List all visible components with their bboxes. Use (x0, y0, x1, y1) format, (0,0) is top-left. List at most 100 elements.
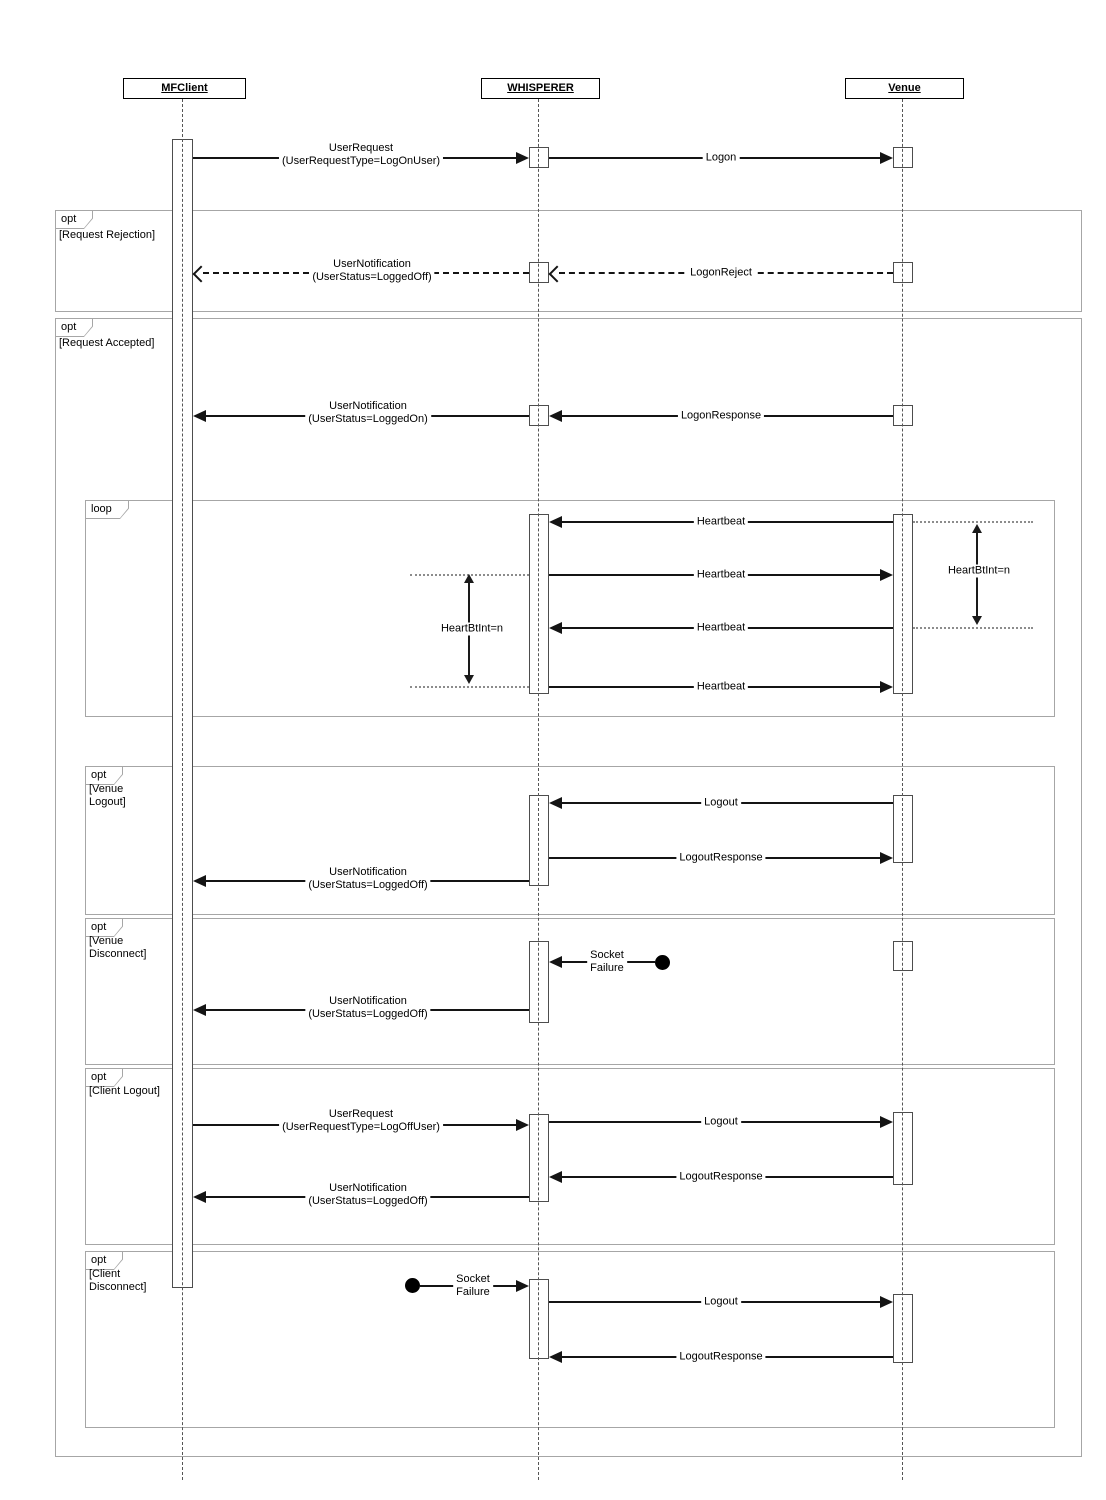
interval-dotted-line (410, 686, 529, 688)
arrowhead (516, 1119, 529, 1131)
message-label-line: UserNotification (329, 400, 407, 412)
participant-venue: Venue (845, 78, 964, 99)
message-label-line: (UserStatus=LoggedOff) (308, 1195, 428, 1207)
fragment-tab-opt-4: opt (85, 918, 123, 937)
activation-whisperer-venue-disconnect (529, 941, 549, 1023)
message-label-line: (UserStatus=LoggedOn) (308, 413, 428, 425)
arrowhead (549, 516, 562, 528)
condition-client-logout: [Client Logout] (89, 1085, 160, 1097)
arrowhead (880, 1116, 893, 1128)
fragment-tab-text: opt (56, 319, 92, 336)
condition-line: Disconnect] (89, 1281, 147, 1293)
message-label-line: UserRequest (328, 142, 394, 154)
message-label-client-disconnect-logout: Logout (701, 1295, 741, 1309)
message-label-line: (UserStatus=LoggedOff) (312, 271, 432, 283)
arrowhead (549, 956, 562, 968)
interval-label-left: HeartBtInt=n (437, 622, 507, 636)
participant-whisperer: WHISPERER (481, 78, 600, 99)
message-label-user-request-logon: UserRequest (UserRequestType=LogOnUser) (278, 142, 444, 168)
lifeline-whisperer (538, 99, 539, 1480)
arrowhead (193, 1191, 206, 1203)
fragment-tab-text: loop (86, 501, 128, 518)
fragment-tab-opt-3: opt (85, 766, 123, 785)
interval-dotted-line (913, 521, 1033, 523)
message-label-line: UserNotification (329, 1182, 407, 1194)
message-label-logon-reject: LogonReject (687, 266, 755, 280)
fragment-tab-text: opt (86, 767, 122, 784)
condition-request-accepted: [Request Accepted] (59, 337, 155, 349)
fragment-tab-opt-2: opt (55, 318, 93, 337)
activation-venue-logon (893, 147, 913, 168)
message-label-line: UserNotification (329, 866, 407, 878)
arrowhead (549, 797, 562, 809)
arrowhead (193, 1004, 206, 1016)
activation-venue-client-logout (893, 1112, 913, 1185)
message-label-line: (UserRequestType=LogOffUser) (282, 1121, 440, 1133)
fragment-tab-loop: loop (85, 500, 129, 519)
message-label-line: (UserRequestType=LogOnUser) (281, 155, 441, 167)
activation-venue-client-disconnect (893, 1294, 913, 1363)
activation-whisperer-loop (529, 514, 549, 694)
lifeline-mfclient (182, 99, 183, 1480)
fragment-tab-text: opt (86, 1069, 122, 1086)
message-label-line: (UserStatus=LoggedOff) (308, 1008, 428, 1020)
message-label-user-notification-client-logout: UserNotification (UserStatus=LoggedOff) (305, 1182, 431, 1208)
message-label-client-disconnect-logout-response: LogoutResponse (676, 1350, 766, 1364)
arrowhead (880, 852, 893, 864)
message-label-logon: Logon (702, 151, 740, 165)
message-label-venue-logout-response: LogoutResponse (676, 851, 766, 865)
participant-venue-label: Venue (888, 82, 921, 94)
fragment-tab-opt-6: opt (85, 1251, 123, 1270)
message-label-heartbeat-1: Heartbeat (693, 515, 749, 529)
arrowhead (516, 1280, 529, 1292)
condition-line: [Venue (89, 783, 124, 795)
fragment-tab-text: opt (56, 211, 92, 228)
fragment-request-accepted (55, 318, 1082, 1457)
fragment-tab-text: opt (86, 1252, 122, 1269)
found-message-circle (655, 955, 670, 970)
fragment-heartbeat-loop (85, 500, 1055, 717)
activation-whisperer-logon (529, 147, 549, 168)
activation-whisperer-venue-logout (529, 795, 549, 886)
lifeline-venue (902, 99, 903, 1480)
fragment-venue-disconnect (85, 918, 1055, 1065)
message-label-heartbeat-2: Heartbeat (693, 568, 749, 582)
condition-line: Disconnect] (89, 948, 147, 960)
condition-line: [Venue (89, 935, 124, 947)
message-label-user-notification-loggedon: UserNotification (UserStatus=LoggedOn) (305, 400, 431, 426)
fragment-tab-opt-5: opt (85, 1068, 123, 1087)
arrowhead-up (972, 524, 982, 533)
message-label-socket-failure-client: Socket Failure (453, 1273, 493, 1299)
fragment-tab-opt-1: opt (55, 210, 93, 229)
activation-venue-venue-disconnect (893, 941, 913, 971)
message-label-socket-failure-venue: Socket Failure (587, 949, 627, 975)
message-label-line: UserNotification (329, 995, 407, 1007)
message-label-client-logout: Logout (701, 1115, 741, 1129)
arrowhead (549, 622, 562, 634)
message-label-line: UserRequest (328, 1108, 394, 1120)
arrowhead (193, 875, 206, 887)
arrowhead (549, 1171, 562, 1183)
message-label-user-notification-venue-disconnect: UserNotification (UserStatus=LoggedOff) (305, 995, 431, 1021)
arrowhead (549, 410, 562, 422)
activation-whisperer-client-logout (529, 1114, 549, 1202)
fragment-tab-text: opt (86, 919, 122, 936)
interval-label-right: HeartBtInt=n (944, 564, 1014, 578)
arrowhead (549, 1351, 562, 1363)
arrowhead (880, 681, 893, 693)
condition-venue-disconnect: [Venue Disconnect] (89, 935, 146, 961)
condition-client-disconnect: [Client Disconnect] (89, 1268, 146, 1294)
message-label-line: Failure (590, 962, 624, 974)
message-label-line: Socket (456, 1273, 490, 1285)
message-label-heartbeat-4: Heartbeat (693, 680, 749, 694)
activation-whisperer-client-disconnect (529, 1279, 549, 1359)
message-label-user-request-logoff: UserRequest (UserRequestType=LogOffUser) (279, 1108, 443, 1134)
message-label-user-notification-loggedoff: UserNotification (UserStatus=LoggedOff) (309, 258, 435, 284)
interval-dotted-line (913, 627, 1033, 629)
condition-line: [Client (89, 1268, 121, 1280)
condition-request-rejection: [Request Rejection] (59, 229, 155, 241)
message-label-line: UserNotification (333, 258, 411, 270)
found-message-circle (405, 1278, 420, 1293)
fragment-venue-logout (85, 766, 1055, 915)
arrowhead (880, 152, 893, 164)
